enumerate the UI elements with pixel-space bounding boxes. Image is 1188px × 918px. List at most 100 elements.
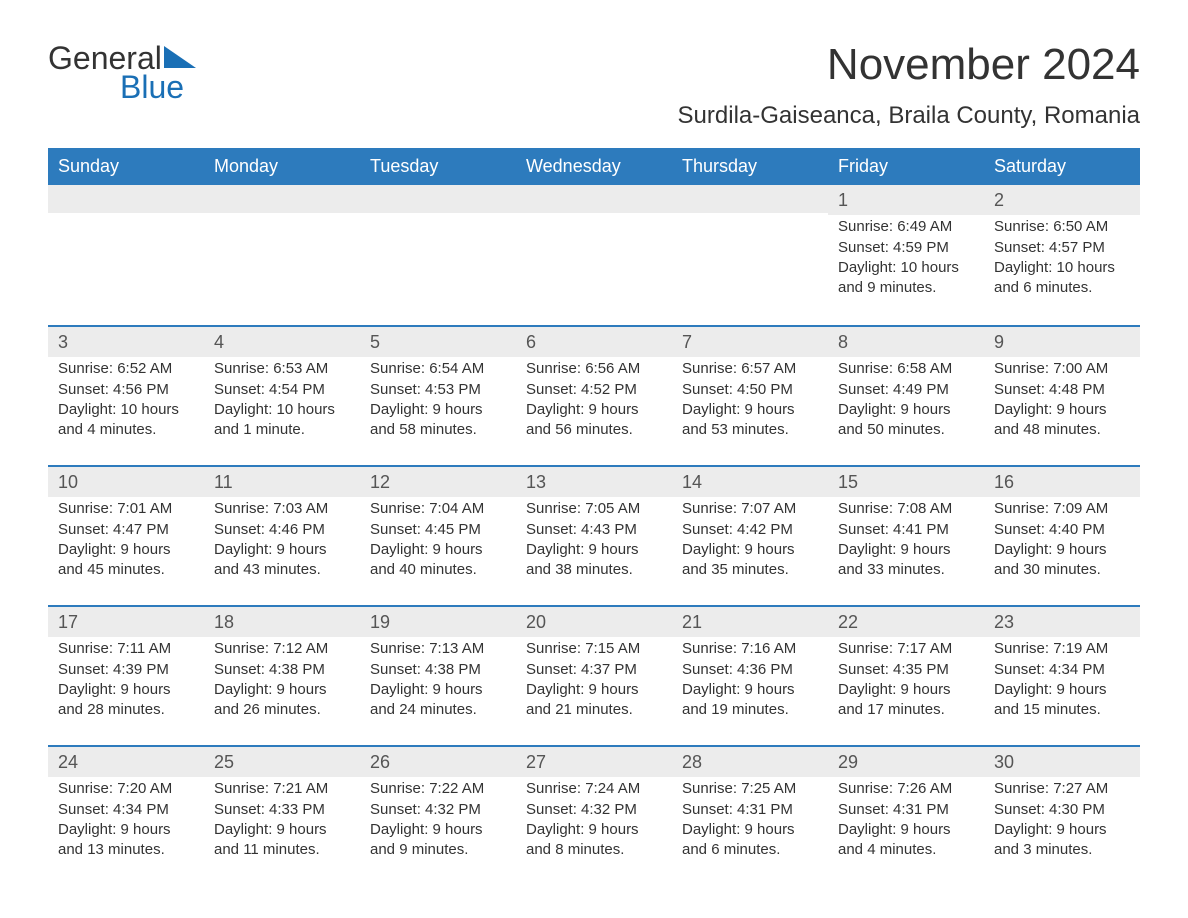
week-row: 17Sunrise: 7:11 AMSunset: 4:39 PMDayligh…: [48, 605, 1140, 745]
sunrise-text: Sunrise: 7:19 AM: [994, 639, 1130, 659]
day-body: Sunrise: 7:00 AMSunset: 4:48 PMDaylight:…: [984, 357, 1140, 454]
sunrise-text: Sunrise: 6:57 AM: [682, 359, 818, 379]
daylight-text: Daylight: 9 hours and 21 minutes.: [526, 680, 662, 721]
sunrise-text: Sunrise: 7:22 AM: [370, 779, 506, 799]
day-body: Sunrise: 7:27 AMSunset: 4:30 PMDaylight:…: [984, 777, 1140, 874]
day-cell: 1Sunrise: 6:49 AMSunset: 4:59 PMDaylight…: [828, 185, 984, 325]
sunrise-text: Sunrise: 7:04 AM: [370, 499, 506, 519]
day-number: 16: [984, 467, 1140, 497]
sunset-text: Sunset: 4:37 PM: [526, 660, 662, 680]
day-body: Sunrise: 6:57 AMSunset: 4:50 PMDaylight:…: [672, 357, 828, 454]
day-cell: 14Sunrise: 7:07 AMSunset: 4:42 PMDayligh…: [672, 467, 828, 605]
day-body: Sunrise: 7:05 AMSunset: 4:43 PMDaylight:…: [516, 497, 672, 594]
day-number: 14: [672, 467, 828, 497]
day-body: Sunrise: 7:26 AMSunset: 4:31 PMDaylight:…: [828, 777, 984, 874]
day-body: Sunrise: 7:17 AMSunset: 4:35 PMDaylight:…: [828, 637, 984, 734]
daylight-text: Daylight: 9 hours and 9 minutes.: [370, 820, 506, 861]
day-body: Sunrise: 7:07 AMSunset: 4:42 PMDaylight:…: [672, 497, 828, 594]
sunset-text: Sunset: 4:45 PM: [370, 520, 506, 540]
day-cell: 10Sunrise: 7:01 AMSunset: 4:47 PMDayligh…: [48, 467, 204, 605]
sunset-text: Sunset: 4:34 PM: [994, 660, 1130, 680]
day-cell: 19Sunrise: 7:13 AMSunset: 4:38 PMDayligh…: [360, 607, 516, 745]
day-body: Sunrise: 7:13 AMSunset: 4:38 PMDaylight:…: [360, 637, 516, 734]
day-number: 20: [516, 607, 672, 637]
day-number: 8: [828, 327, 984, 357]
day-cell: 17Sunrise: 7:11 AMSunset: 4:39 PMDayligh…: [48, 607, 204, 745]
day-body: Sunrise: 7:22 AMSunset: 4:32 PMDaylight:…: [360, 777, 516, 874]
daylight-text: Daylight: 9 hours and 6 minutes.: [682, 820, 818, 861]
day-number: 19: [360, 607, 516, 637]
day-number: 23: [984, 607, 1140, 637]
day-cell: 3Sunrise: 6:52 AMSunset: 4:56 PMDaylight…: [48, 327, 204, 465]
daylight-text: Daylight: 9 hours and 3 minutes.: [994, 820, 1130, 861]
sunrise-text: Sunrise: 6:58 AM: [838, 359, 974, 379]
sunrise-text: Sunrise: 7:00 AM: [994, 359, 1130, 379]
header: General Blue November 2024 Surdila-Gaise…: [48, 40, 1140, 140]
day-body: Sunrise: 7:21 AMSunset: 4:33 PMDaylight:…: [204, 777, 360, 874]
day-cell: [672, 185, 828, 325]
day-cell: [516, 185, 672, 325]
day-cell: 23Sunrise: 7:19 AMSunset: 4:34 PMDayligh…: [984, 607, 1140, 745]
sunrise-text: Sunrise: 7:11 AM: [58, 639, 194, 659]
daylight-text: Daylight: 9 hours and 17 minutes.: [838, 680, 974, 721]
daylight-text: Daylight: 9 hours and 48 minutes.: [994, 400, 1130, 441]
daylight-text: Daylight: 9 hours and 11 minutes.: [214, 820, 350, 861]
logo: General Blue: [48, 40, 196, 106]
day-number: 5: [360, 327, 516, 357]
sunrise-text: Sunrise: 7:26 AM: [838, 779, 974, 799]
sunrise-text: Sunrise: 6:56 AM: [526, 359, 662, 379]
day-cell: [204, 185, 360, 325]
day-body: Sunrise: 6:52 AMSunset: 4:56 PMDaylight:…: [48, 357, 204, 454]
day-number: 28: [672, 747, 828, 777]
daylight-text: Daylight: 9 hours and 50 minutes.: [838, 400, 974, 441]
day-number: 21: [672, 607, 828, 637]
day-cell: 28Sunrise: 7:25 AMSunset: 4:31 PMDayligh…: [672, 747, 828, 885]
day-body: Sunrise: 7:08 AMSunset: 4:41 PMDaylight:…: [828, 497, 984, 594]
weekday-header-row: SundayMondayTuesdayWednesdayThursdayFrid…: [48, 148, 1140, 185]
daylight-text: Daylight: 9 hours and 33 minutes.: [838, 540, 974, 581]
day-number: 9: [984, 327, 1140, 357]
weekday-header: Tuesday: [360, 148, 516, 185]
title-block: November 2024 Surdila-Gaiseanca, Braila …: [678, 40, 1140, 140]
day-body: Sunrise: 7:01 AMSunset: 4:47 PMDaylight:…: [48, 497, 204, 594]
sunset-text: Sunset: 4:43 PM: [526, 520, 662, 540]
day-number: 1: [828, 185, 984, 215]
day-cell: 11Sunrise: 7:03 AMSunset: 4:46 PMDayligh…: [204, 467, 360, 605]
day-cell: 13Sunrise: 7:05 AMSunset: 4:43 PMDayligh…: [516, 467, 672, 605]
day-number: 3: [48, 327, 204, 357]
empty-day-bar: [360, 185, 516, 213]
day-number: 27: [516, 747, 672, 777]
sunrise-text: Sunrise: 7:16 AM: [682, 639, 818, 659]
sunset-text: Sunset: 4:30 PM: [994, 800, 1130, 820]
sunset-text: Sunset: 4:54 PM: [214, 380, 350, 400]
empty-day-bar: [204, 185, 360, 213]
day-body: Sunrise: 7:24 AMSunset: 4:32 PMDaylight:…: [516, 777, 672, 874]
day-body: Sunrise: 6:56 AMSunset: 4:52 PMDaylight:…: [516, 357, 672, 454]
sunset-text: Sunset: 4:32 PM: [370, 800, 506, 820]
location-label: Surdila-Gaiseanca, Braila County, Romani…: [678, 102, 1140, 130]
sunrise-text: Sunrise: 7:27 AM: [994, 779, 1130, 799]
day-number: 29: [828, 747, 984, 777]
day-cell: 24Sunrise: 7:20 AMSunset: 4:34 PMDayligh…: [48, 747, 204, 885]
day-body: Sunrise: 7:15 AMSunset: 4:37 PMDaylight:…: [516, 637, 672, 734]
day-body: Sunrise: 7:16 AMSunset: 4:36 PMDaylight:…: [672, 637, 828, 734]
sunrise-text: Sunrise: 7:13 AM: [370, 639, 506, 659]
day-cell: 2Sunrise: 6:50 AMSunset: 4:57 PMDaylight…: [984, 185, 1140, 325]
sunrise-text: Sunrise: 6:52 AM: [58, 359, 194, 379]
daylight-text: Daylight: 9 hours and 19 minutes.: [682, 680, 818, 721]
sunrise-text: Sunrise: 6:53 AM: [214, 359, 350, 379]
day-body: Sunrise: 7:20 AMSunset: 4:34 PMDaylight:…: [48, 777, 204, 874]
daylight-text: Daylight: 9 hours and 53 minutes.: [682, 400, 818, 441]
sunset-text: Sunset: 4:49 PM: [838, 380, 974, 400]
day-cell: 29Sunrise: 7:26 AMSunset: 4:31 PMDayligh…: [828, 747, 984, 885]
day-body: Sunrise: 7:09 AMSunset: 4:40 PMDaylight:…: [984, 497, 1140, 594]
sunset-text: Sunset: 4:57 PM: [994, 238, 1130, 258]
daylight-text: Daylight: 9 hours and 40 minutes.: [370, 540, 506, 581]
daylight-text: Daylight: 10 hours and 4 minutes.: [58, 400, 194, 441]
sunset-text: Sunset: 4:47 PM: [58, 520, 194, 540]
day-body: Sunrise: 6:50 AMSunset: 4:57 PMDaylight:…: [984, 215, 1140, 312]
day-body: Sunrise: 6:58 AMSunset: 4:49 PMDaylight:…: [828, 357, 984, 454]
day-number: 22: [828, 607, 984, 637]
day-number: 25: [204, 747, 360, 777]
day-cell: 20Sunrise: 7:15 AMSunset: 4:37 PMDayligh…: [516, 607, 672, 745]
